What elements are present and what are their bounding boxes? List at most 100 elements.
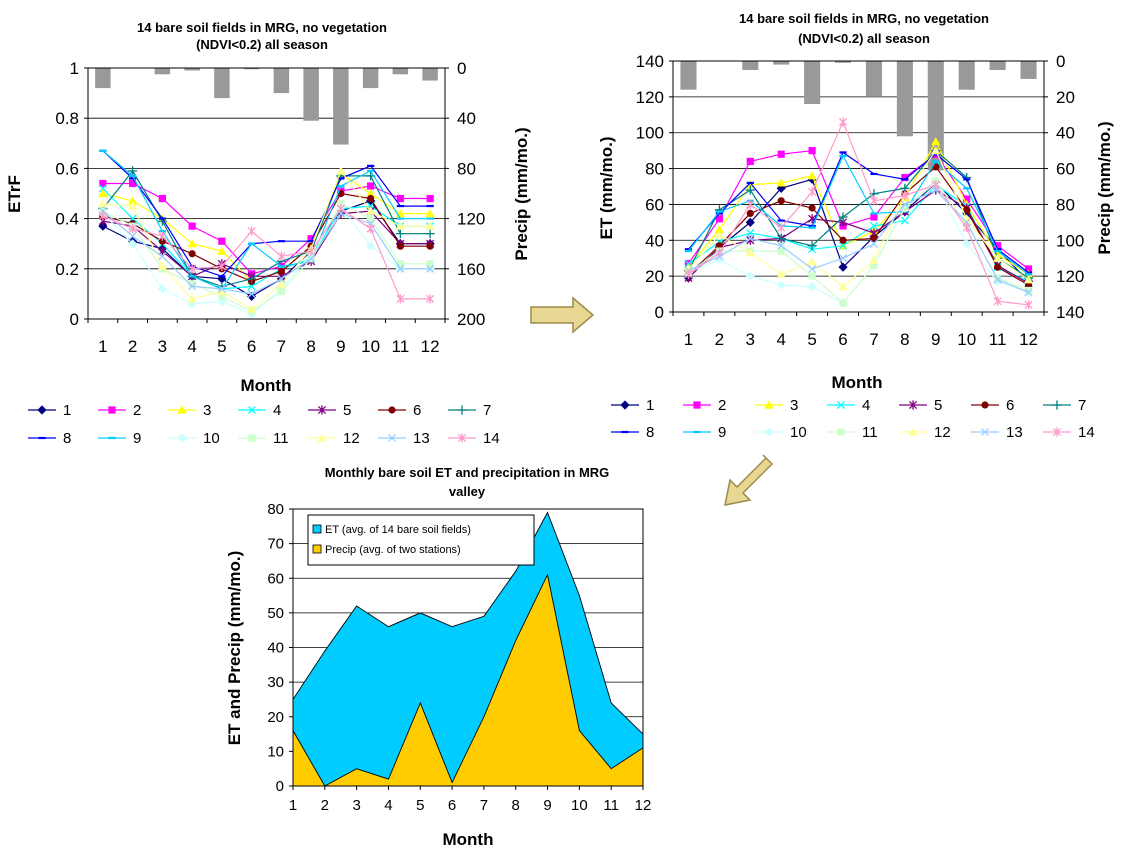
precip-bar xyxy=(303,68,319,121)
x-tick-label: 10 xyxy=(361,337,380,356)
chart3-y-axis-label: ET and Precip (mm/mo.) xyxy=(225,551,244,746)
legend-label-et: ET (avg. of 14 bare soil fields) xyxy=(325,524,471,536)
legend-marker-10 xyxy=(764,427,774,437)
x-tick-label: 3 xyxy=(158,337,167,356)
series-point-2 xyxy=(367,182,375,190)
series-point-3 xyxy=(128,196,138,205)
series-line-2 xyxy=(688,149,1029,270)
series-point-3 xyxy=(98,188,108,198)
precip-bar xyxy=(154,68,171,75)
chart1-x-axis-label: Month xyxy=(241,376,292,395)
y-tick-label: 100 xyxy=(636,124,664,143)
series-point-12 xyxy=(838,282,848,291)
x-tick-label: 11 xyxy=(392,337,410,356)
series-line-3 xyxy=(102,172,431,283)
x-tick-label: 8 xyxy=(306,337,315,356)
y2-tick-label: 160 xyxy=(457,260,485,279)
chart2-y2-axis-label: Precip (mm/mo.) xyxy=(1095,121,1114,254)
y-tick-label: 80 xyxy=(645,160,664,179)
legend-marker-12 xyxy=(317,433,327,442)
legend-marker-4 xyxy=(247,405,257,415)
series-point-2 xyxy=(808,147,816,155)
series-line-11 xyxy=(102,202,431,313)
precip-bar xyxy=(989,61,1006,70)
series-point-14 xyxy=(746,199,755,210)
series-point-7 xyxy=(425,229,435,239)
series-point-14 xyxy=(158,231,167,241)
chart1-title-line2: (NDVI<0.2) all season xyxy=(196,37,328,52)
precip-bar xyxy=(422,68,438,81)
chart3-title-line1: Monthly bare soil ET and precipitation i… xyxy=(325,465,610,480)
x-tick-label: 10 xyxy=(571,797,588,814)
series-point-6 xyxy=(158,237,166,245)
series-line-9 xyxy=(102,150,431,290)
series-point-3 xyxy=(807,171,817,180)
series-point-6 xyxy=(870,234,878,243)
precip-bar xyxy=(835,61,852,63)
series-point-2 xyxy=(396,194,404,203)
legend-marker-6 xyxy=(388,406,396,414)
series-point-14 xyxy=(277,251,286,261)
y-tick-label: 120 xyxy=(636,88,664,107)
y2-tick-label: 80 xyxy=(457,159,476,178)
legend-label-8: 8 xyxy=(646,424,654,441)
y-tick-label: 70 xyxy=(267,536,284,553)
x-tick-label: 12 xyxy=(421,337,440,356)
y-tick-label: 40 xyxy=(267,640,284,657)
series-point-10 xyxy=(807,282,817,292)
y-tick-label: 80 xyxy=(267,501,284,518)
series-point-12 xyxy=(217,286,227,295)
series-point-7 xyxy=(128,166,138,176)
series-point-7 xyxy=(745,185,755,195)
legend-marker-1 xyxy=(620,400,630,410)
series-point-7 xyxy=(395,229,405,239)
x-tick-label: 11 xyxy=(989,330,1007,349)
series-point-1 xyxy=(247,291,257,302)
legend-marker-7 xyxy=(1052,400,1062,410)
series-line-8 xyxy=(102,150,431,277)
precip-bar xyxy=(214,68,230,99)
series-point-3 xyxy=(187,239,197,248)
y-tick-label: 0.8 xyxy=(55,109,79,128)
legend-label-5: 5 xyxy=(934,397,942,414)
x-tick-label: 10 xyxy=(957,330,976,349)
series-point-2 xyxy=(994,242,1002,250)
y-tick-label: 0.4 xyxy=(55,210,79,229)
y2-tick-label: 140 xyxy=(1056,303,1084,322)
legend-label-4: 4 xyxy=(273,402,281,419)
series-point-1 xyxy=(838,262,848,272)
x-tick-label: 12 xyxy=(1019,330,1038,349)
series-point-12 xyxy=(807,257,817,266)
series-point-6 xyxy=(963,206,971,214)
y2-tick-label: 40 xyxy=(457,109,476,128)
x-tick-label: 1 xyxy=(289,797,297,814)
legend-label-8: 8 xyxy=(63,430,71,447)
legend-marker-1 xyxy=(37,405,47,415)
series-point-13 xyxy=(746,234,755,243)
precip-bar xyxy=(273,68,290,94)
legend-label-2: 2 xyxy=(718,397,726,414)
series-point-3 xyxy=(366,188,376,198)
y2-tick-label: 120 xyxy=(1056,267,1084,286)
series-point-2 xyxy=(158,194,166,203)
series-point-14 xyxy=(426,294,435,304)
legend-label-14: 14 xyxy=(483,430,500,447)
x-tick-label: 5 xyxy=(217,337,226,356)
series-point-11 xyxy=(777,247,785,255)
series-point-14 xyxy=(869,196,879,206)
series-point-11 xyxy=(1024,286,1033,295)
series-line-13 xyxy=(688,189,1029,293)
series-point-2 xyxy=(188,222,196,230)
x-tick-label: 7 xyxy=(869,330,878,349)
right-arrow-icon xyxy=(530,296,595,334)
precip-bar xyxy=(680,61,697,90)
y-tick-label: 50 xyxy=(267,605,284,622)
series-point-6 xyxy=(426,242,434,250)
precip-bar xyxy=(243,68,260,70)
chart3-legend-box xyxy=(307,514,535,566)
series-point-3 xyxy=(217,246,227,255)
y-tick-label: 20 xyxy=(645,267,664,286)
chart2-title-line2: (NDVI<0.2) all season xyxy=(798,31,930,46)
y2-tick-label: 200 xyxy=(457,310,485,329)
